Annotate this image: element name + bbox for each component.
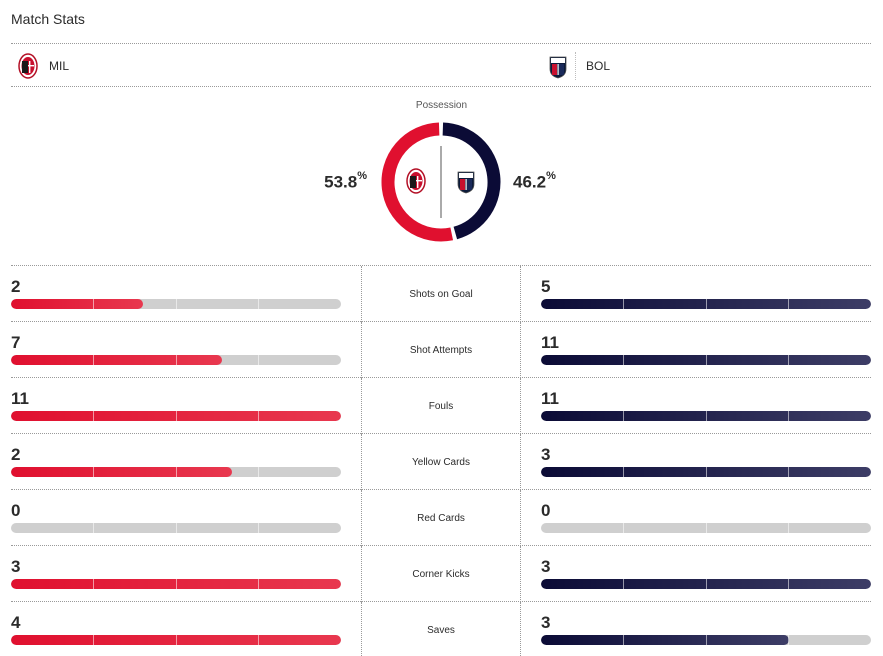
stat-home-bar bbox=[11, 299, 341, 309]
possession-donut bbox=[381, 122, 501, 242]
stat-label: Shot Attempts bbox=[361, 322, 521, 378]
stat-bar-ticks bbox=[541, 299, 871, 309]
stat-bar-ticks bbox=[11, 411, 341, 421]
stat-home-value: 2 bbox=[11, 445, 21, 464]
team-away-abbr: BOL bbox=[586, 59, 611, 73]
stat-away: 0 bbox=[541, 490, 871, 546]
stat-row: 0 0 Red Cards bbox=[11, 489, 871, 546]
team-home[interactable]: MIL bbox=[17, 44, 69, 88]
stat-bar-ticks bbox=[11, 523, 341, 533]
stat-home-value: 0 bbox=[11, 501, 21, 520]
stat-away-value: 3 bbox=[541, 613, 551, 632]
stat-away: 3 bbox=[541, 602, 871, 656]
stat-home: 11 bbox=[11, 378, 341, 434]
stat-label: Fouls bbox=[361, 378, 521, 434]
stat-away-bar bbox=[541, 523, 871, 533]
stat-away-bar bbox=[541, 467, 871, 477]
possession-section: Possession 53.8% 46.2% bbox=[0, 88, 883, 264]
stat-home: 3 bbox=[11, 546, 341, 602]
stat-label: Red Cards bbox=[361, 490, 521, 546]
stat-home: 7 bbox=[11, 322, 341, 378]
stat-home-bar bbox=[11, 579, 341, 589]
stat-label: Shots on Goal bbox=[361, 266, 521, 322]
stat-row: 3 3 Corner Kicks bbox=[11, 545, 871, 602]
stat-away-bar bbox=[541, 299, 871, 309]
stat-away: 3 bbox=[541, 546, 871, 602]
team-away[interactable]: BOL bbox=[547, 44, 610, 88]
stat-home-bar bbox=[11, 523, 341, 533]
possession-label: Possession bbox=[415, 100, 468, 111]
team-home-abbr: MIL bbox=[49, 59, 70, 73]
stat-row: 4 3 Saves bbox=[11, 601, 871, 656]
bologna-crest-icon bbox=[457, 171, 475, 194]
stat-away: 3 bbox=[541, 434, 871, 490]
stats-table: 2 5 Shots on Goal 7 11 Shot Attempts 11 11 Fouls… bbox=[11, 265, 871, 656]
stat-home-bar bbox=[11, 467, 341, 477]
stat-home: 2 bbox=[11, 266, 341, 322]
stat-home-value: 11 bbox=[11, 389, 29, 408]
stat-label: Saves bbox=[361, 602, 521, 656]
stat-away: 11 bbox=[541, 322, 871, 378]
stat-away-bar bbox=[541, 411, 871, 421]
stat-home-value: 3 bbox=[11, 557, 21, 576]
stat-bar-ticks bbox=[11, 635, 341, 645]
milan-crest-icon bbox=[406, 168, 426, 194]
possession-away-value: 46.2% bbox=[513, 170, 556, 192]
stat-bar-ticks bbox=[11, 299, 341, 309]
stat-bar-ticks bbox=[541, 467, 871, 477]
stat-bar-ticks bbox=[541, 635, 871, 645]
stat-away-value: 3 bbox=[541, 557, 551, 576]
stat-bar-ticks bbox=[11, 467, 341, 477]
stat-home-value: 2 bbox=[11, 277, 21, 296]
possession-arc-home bbox=[381, 122, 454, 242]
stat-home-bar-fill bbox=[11, 299, 143, 309]
teams-header: MIL BOL bbox=[11, 43, 871, 87]
stat-bar-ticks bbox=[541, 411, 871, 421]
stat-away-bar-fill bbox=[541, 635, 789, 645]
stat-away: 5 bbox=[541, 266, 871, 322]
stat-bar-ticks bbox=[541, 355, 871, 365]
stat-home-bar-fill bbox=[11, 467, 233, 477]
stat-bar-ticks bbox=[541, 579, 871, 589]
stat-bar-ticks bbox=[11, 355, 341, 365]
stat-home-bar bbox=[11, 355, 341, 365]
stat-away-value: 0 bbox=[541, 501, 551, 520]
stat-home-bar bbox=[11, 635, 341, 645]
bologna-crest-icon bbox=[547, 52, 569, 80]
possession-arc-away bbox=[442, 122, 501, 240]
stat-home: 4 bbox=[11, 602, 341, 656]
stat-away-value: 11 bbox=[541, 389, 559, 408]
stat-label: Corner Kicks bbox=[361, 546, 521, 602]
stat-home: 0 bbox=[11, 490, 341, 546]
stat-away: 11 bbox=[541, 378, 871, 434]
stat-away-bar bbox=[541, 579, 871, 589]
stat-away-value: 11 bbox=[541, 333, 559, 352]
stat-bar-ticks bbox=[11, 579, 341, 589]
possession-home-value: 53.8% bbox=[324, 170, 367, 192]
stat-away-value: 5 bbox=[541, 277, 551, 296]
stat-away-value: 3 bbox=[541, 445, 551, 464]
stat-row: 11 11 Fouls bbox=[11, 377, 871, 434]
stat-home-bar bbox=[11, 411, 341, 421]
stat-away-bar bbox=[541, 635, 871, 645]
team-away-divider bbox=[575, 52, 576, 80]
stat-row: 2 3 Yellow Cards bbox=[11, 433, 871, 490]
stat-row: 7 11 Shot Attempts bbox=[11, 321, 871, 378]
stat-home-value: 4 bbox=[11, 613, 21, 632]
stat-bar-ticks bbox=[541, 523, 871, 533]
stat-label: Yellow Cards bbox=[361, 434, 521, 490]
milan-crest-icon bbox=[17, 52, 39, 80]
stat-home: 2 bbox=[11, 434, 341, 490]
page-title: Match Stats bbox=[11, 11, 85, 27]
stat-row: 2 5 Shots on Goal bbox=[11, 265, 871, 322]
stat-home-value: 7 bbox=[11, 333, 21, 352]
stat-away-bar bbox=[541, 355, 871, 365]
stat-home-bar-fill bbox=[11, 355, 223, 365]
